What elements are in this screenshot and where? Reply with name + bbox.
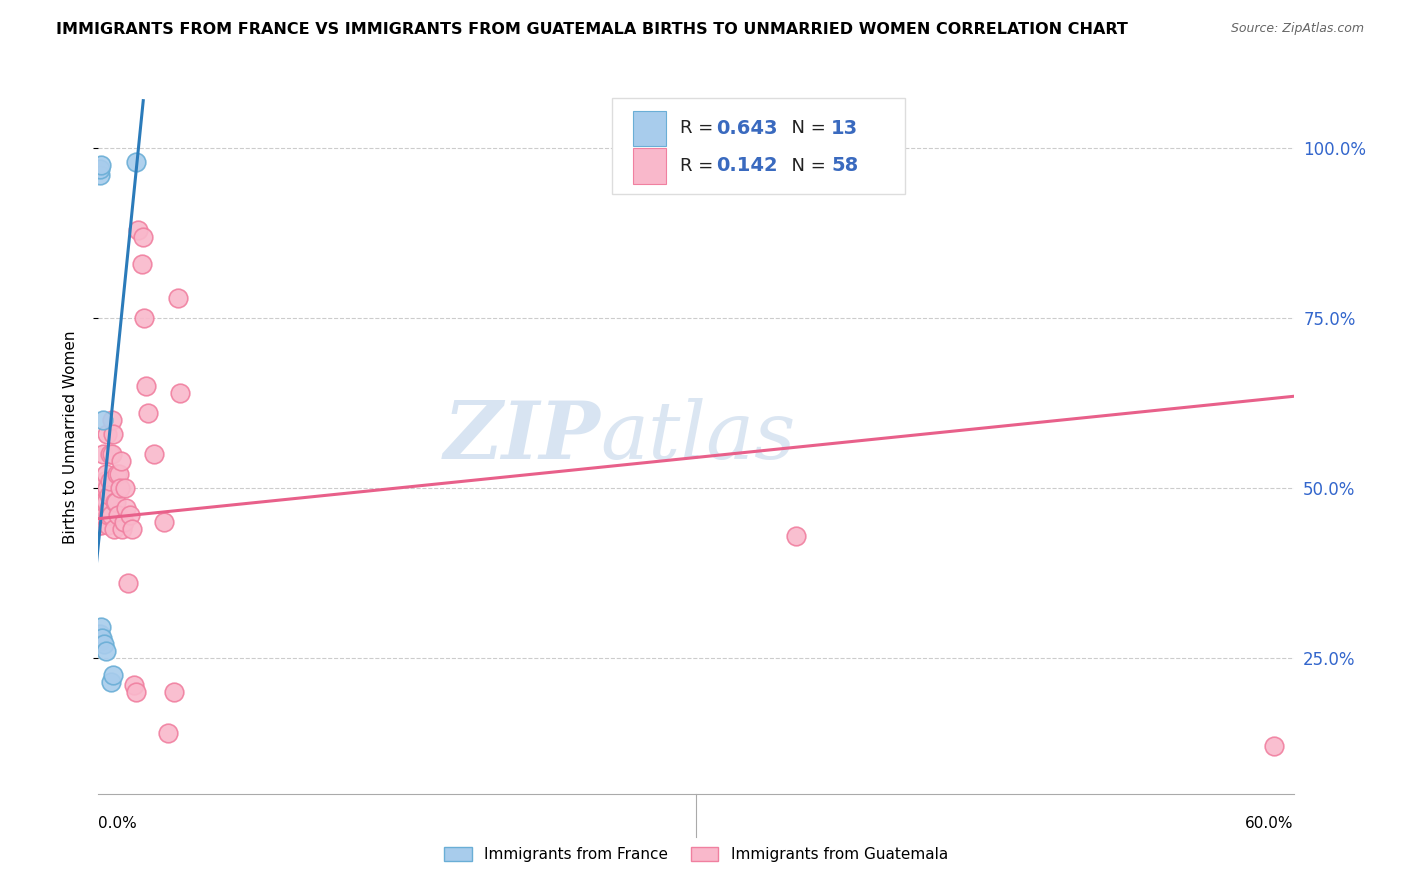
Point [91,481,114,495]
Point [89,634,111,648]
Point [90,494,112,508]
Point [111,522,134,536]
Point [110,454,132,468]
Point [153,515,176,529]
Point [97,501,120,516]
Point [107,508,129,523]
Point [785,528,807,542]
Point [89,161,111,176]
Point [93,508,115,523]
Text: N =: N = [780,157,831,175]
FancyBboxPatch shape [613,98,905,194]
Y-axis label: Births to Unmarried Women: Births to Unmarried Women [63,330,77,544]
Point [127,223,149,237]
Text: ZIP: ZIP [443,399,600,475]
Point [97,508,120,523]
FancyBboxPatch shape [633,148,666,184]
Point [96,494,118,508]
Point [89,169,111,183]
Point [93,413,115,427]
Point [120,508,142,523]
Point [89,627,111,641]
Point [103,668,125,682]
Point [89,518,111,533]
Point [112,515,135,529]
Point [94,467,117,482]
Text: 58: 58 [831,156,858,176]
Point [167,291,190,305]
Point [91,508,114,523]
Point [169,385,191,400]
Point [90,620,112,634]
Point [135,379,157,393]
Point [125,685,148,699]
Point [94,481,117,495]
Point [89,505,111,519]
Point [108,467,131,482]
Point [132,229,155,244]
Point [103,522,125,536]
Point [93,637,115,651]
Point [100,447,122,461]
Text: R =: R = [681,157,720,175]
Text: 0.142: 0.142 [716,156,778,176]
Point [93,494,115,508]
Text: 0.643: 0.643 [716,119,778,138]
Text: 60.0%: 60.0% [1246,816,1294,831]
Point [97,518,120,533]
Text: N =: N = [780,120,831,137]
Point [98,475,121,489]
Point [121,522,143,536]
Text: 13: 13 [831,119,858,138]
Legend: Immigrants from France, Immigrants from Guatemala: Immigrants from France, Immigrants from … [439,840,953,868]
Point [136,406,159,420]
Point [93,447,115,461]
Point [103,426,125,441]
Point [100,674,122,689]
Text: IMMIGRANTS FROM FRANCE VS IMMIGRANTS FROM GUATEMALA BIRTHS TO UNMARRIED WOMEN CO: IMMIGRANTS FROM FRANCE VS IMMIGRANTS FRO… [56,22,1128,37]
FancyBboxPatch shape [633,111,666,146]
Point [100,508,122,523]
Point [89,511,111,525]
Point [96,644,118,658]
Point [114,481,136,495]
Point [90,158,112,172]
Point [143,447,166,461]
Point [134,311,156,326]
Point [91,631,114,645]
Point [125,154,148,169]
Point [117,576,139,591]
Point [110,481,132,495]
Point [94,475,117,489]
Point [96,481,118,495]
Point [163,685,186,699]
Point [91,501,114,516]
Point [115,501,138,516]
Point [131,257,153,271]
Point [1263,739,1285,754]
Text: Source: ZipAtlas.com: Source: ZipAtlas.com [1230,22,1364,36]
Point [96,426,118,441]
Point [157,725,180,739]
Text: 0.0%: 0.0% [98,816,138,831]
Text: atlas: atlas [600,399,796,475]
Point [104,494,127,508]
Point [101,413,124,427]
Point [101,447,124,461]
Point [105,494,128,508]
Text: R =: R = [681,120,720,137]
Point [105,467,128,482]
Point [98,488,121,502]
Point [124,678,146,692]
Point [90,518,112,533]
